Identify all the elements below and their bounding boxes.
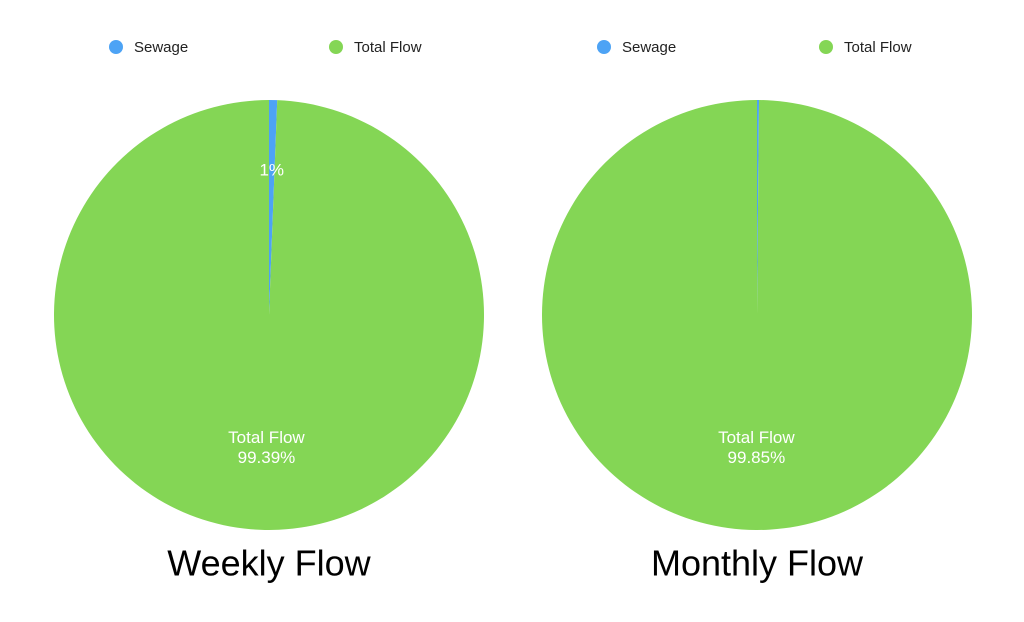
slice-category: Total Flow (718, 428, 795, 447)
slice-value: 99.39% (238, 448, 296, 467)
legend-label: Sewage (134, 39, 188, 56)
pie-slice (53, 100, 484, 530)
legend-label: Sewage (622, 39, 676, 56)
legend-marker (819, 40, 833, 54)
slice-value: 99.85% (728, 448, 786, 467)
chart-title: Weekly Flow (167, 543, 371, 584)
pie-slice (541, 100, 972, 530)
legend-marker (329, 40, 343, 54)
legend-label: Total Flow (844, 39, 912, 56)
legend-marker (597, 40, 611, 54)
pie-slice (269, 100, 278, 315)
pie-slice (757, 100, 760, 315)
chart-title: Monthly Flow (651, 543, 864, 584)
legend-label: Total Flow (354, 39, 422, 56)
legend-marker (109, 40, 123, 54)
slice-category: Total Flow (228, 428, 305, 447)
slice-value: 1% (259, 160, 284, 179)
